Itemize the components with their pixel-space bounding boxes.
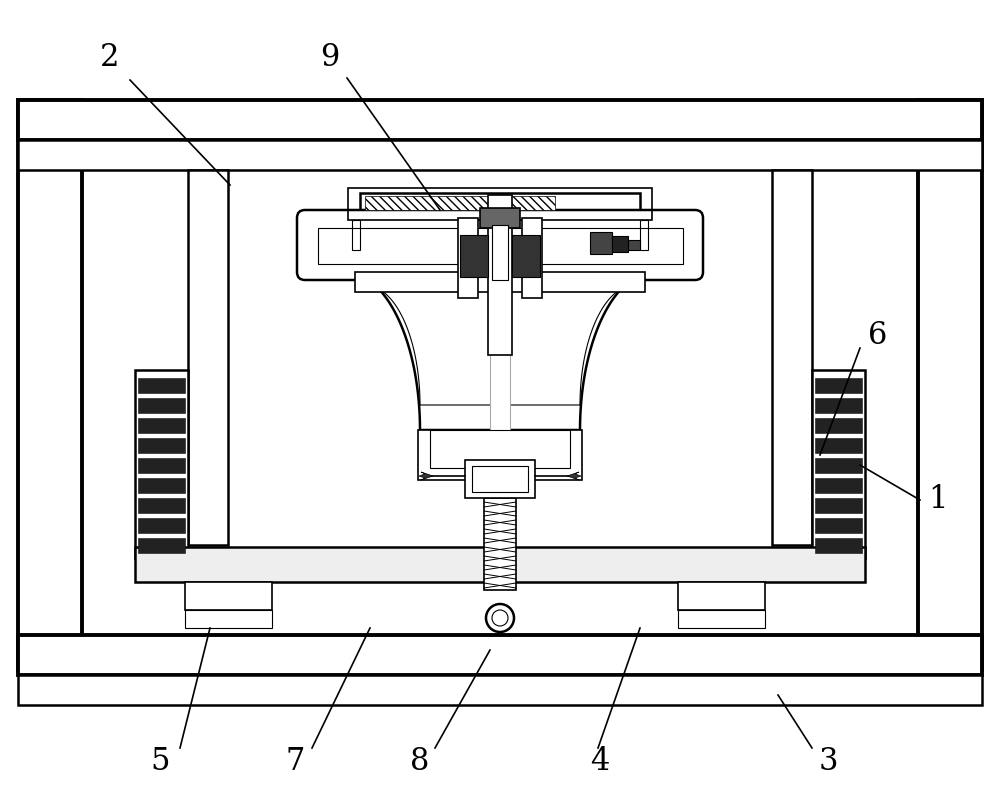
Bar — [138, 418, 185, 433]
Bar — [815, 398, 862, 413]
Text: 5: 5 — [150, 746, 170, 778]
Bar — [138, 498, 185, 513]
Bar — [815, 498, 862, 513]
Bar — [348, 188, 652, 220]
Text: 9: 9 — [320, 42, 340, 74]
Bar — [138, 438, 185, 453]
Bar — [815, 418, 862, 433]
Bar — [815, 518, 862, 533]
Bar — [458, 218, 478, 298]
Bar — [590, 232, 612, 254]
Bar — [135, 547, 865, 582]
Polygon shape — [567, 472, 581, 480]
Bar — [18, 675, 982, 705]
Bar — [815, 378, 862, 393]
Bar — [492, 225, 508, 280]
Bar — [480, 208, 520, 228]
Bar — [138, 538, 185, 553]
Bar — [918, 100, 982, 670]
Bar — [18, 140, 982, 170]
Bar — [465, 460, 535, 498]
Text: 3: 3 — [818, 746, 838, 778]
Bar — [188, 170, 228, 545]
Polygon shape — [419, 472, 433, 480]
FancyBboxPatch shape — [297, 210, 703, 280]
Bar — [138, 398, 185, 413]
Bar — [472, 466, 528, 492]
Bar — [815, 458, 862, 473]
Bar — [612, 236, 628, 252]
Bar — [628, 240, 640, 250]
Bar — [430, 430, 570, 468]
Bar — [812, 370, 865, 558]
Bar — [135, 370, 188, 558]
Bar — [138, 518, 185, 533]
Bar — [512, 235, 540, 277]
Bar — [138, 478, 185, 493]
Text: 8: 8 — [410, 746, 430, 778]
Bar — [772, 170, 812, 545]
Bar — [488, 195, 512, 355]
Bar — [18, 100, 82, 670]
Text: 1: 1 — [928, 484, 948, 516]
Text: 7: 7 — [285, 746, 305, 778]
Bar — [360, 193, 640, 213]
Bar — [815, 538, 862, 553]
Bar — [18, 635, 982, 675]
Bar — [484, 498, 516, 590]
Bar — [185, 582, 272, 610]
Bar — [678, 582, 765, 610]
Bar — [678, 610, 765, 628]
Bar — [355, 272, 645, 292]
Bar — [522, 218, 542, 298]
Bar — [18, 100, 982, 140]
Bar — [460, 235, 488, 277]
Bar — [418, 430, 582, 480]
Bar — [318, 228, 683, 264]
Bar — [815, 478, 862, 493]
Bar — [640, 220, 648, 250]
Circle shape — [492, 610, 508, 626]
Circle shape — [486, 604, 514, 632]
Text: 6: 6 — [868, 320, 888, 350]
Bar — [490, 292, 510, 498]
Text: 2: 2 — [100, 42, 120, 74]
Bar — [185, 610, 272, 628]
Bar — [138, 458, 185, 473]
Bar — [815, 438, 862, 453]
Polygon shape — [345, 272, 655, 430]
Bar — [138, 378, 185, 393]
Bar — [352, 220, 360, 250]
Text: 4: 4 — [590, 746, 610, 778]
Bar — [365, 196, 555, 210]
